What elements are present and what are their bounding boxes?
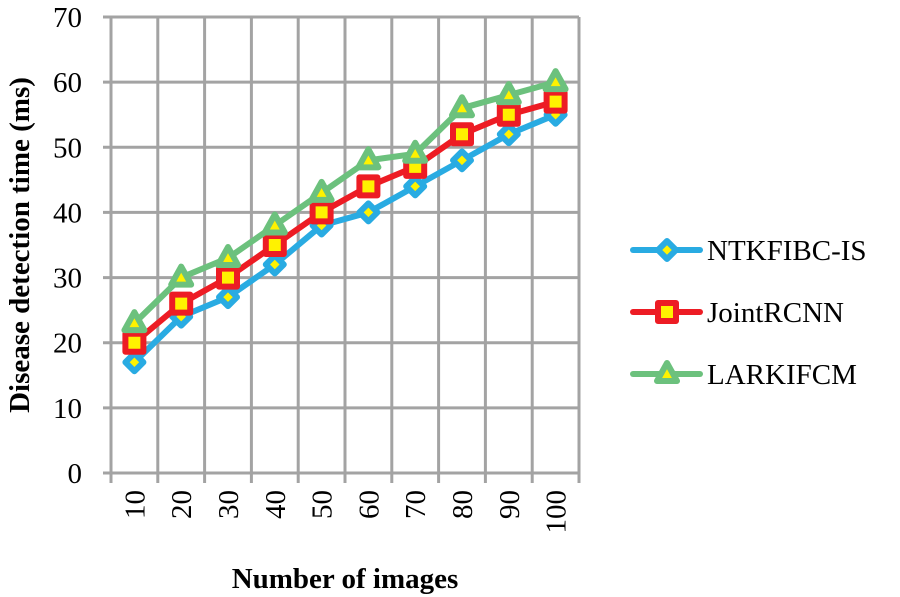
square-marker-icon: [450, 122, 474, 147]
square-marker-icon: [122, 330, 147, 355]
series-line: [131, 79, 559, 327]
x-tick-label: 70: [400, 490, 432, 519]
diamond-marker-icon: [450, 148, 474, 173]
square-marker-icon: [309, 200, 334, 225]
legend-item: LARKIFCM: [630, 359, 857, 391]
diamond-marker-icon: [122, 350, 147, 375]
x-tick-label: 100: [541, 490, 573, 534]
square-marker-icon: [216, 265, 240, 290]
y-tick-label: 0: [68, 458, 83, 490]
diamond-marker-icon: [655, 238, 679, 262]
x-tick-label: 30: [213, 490, 245, 519]
legend-item: NTKFIBC-IS: [630, 235, 867, 267]
y-axis-title: Disease detection time (ms): [4, 77, 36, 413]
triangle-marker-icon: [355, 146, 382, 171]
data-series: [121, 68, 569, 375]
x-tick-label: 90: [494, 490, 526, 519]
x-tick-label: 20: [166, 490, 198, 519]
x-tick-label: 40: [260, 490, 292, 519]
square-marker-icon: [543, 89, 568, 114]
x-tick-label: 60: [353, 490, 385, 519]
y-tick-label: 40: [53, 197, 82, 229]
legend-item: JointRCNN: [630, 297, 844, 329]
legend: NTKFIBC-IS JointRCNN LARKIFCM: [630, 235, 867, 391]
legend-label: LARKIFCM: [707, 359, 857, 391]
y-tick-label: 70: [53, 2, 82, 34]
square-marker-icon: [356, 174, 381, 199]
series-jointrcnn: [122, 89, 568, 355]
legend-label: JointRCNN: [707, 297, 844, 329]
triangle-marker-icon: [121, 309, 148, 334]
y-axis-ticks: 0 10 20 30 40 50 60 70: [53, 2, 82, 490]
y-tick-label: 60: [53, 67, 82, 99]
y-tick-label: 10: [53, 393, 82, 425]
series-larkifcm: [121, 68, 569, 334]
triangle-marker-icon: [449, 94, 475, 119]
diamond-marker-icon: [216, 285, 240, 310]
x-axis-ticks: 10 20 30 40 50 60 70 80 90 100: [119, 490, 572, 534]
triangle-marker-icon: [495, 81, 522, 106]
triangle-marker-icon: [542, 68, 569, 93]
y-tick-label: 20: [53, 328, 82, 360]
diamond-marker-icon: [403, 174, 428, 199]
y-tick-label: 30: [53, 263, 82, 295]
legend-label: NTKFIBC-IS: [707, 235, 867, 267]
grid-lines: [103, 15, 581, 483]
triangle-marker-icon: [261, 211, 288, 236]
x-tick-label: 80: [447, 490, 479, 519]
triangle-marker-icon: [654, 360, 680, 384]
diamond-marker-icon: [496, 122, 521, 147]
diamond-marker-icon: [356, 200, 381, 225]
triangle-marker-icon: [402, 139, 429, 164]
diamond-marker-icon: [262, 252, 287, 277]
x-axis-title: Number of images: [232, 563, 459, 595]
triangle-marker-icon: [168, 263, 195, 288]
series-line: [131, 111, 559, 366]
y-tick-label: 50: [53, 132, 82, 164]
series-line: [131, 98, 559, 346]
triangle-marker-icon: [308, 178, 335, 203]
x-tick-label: 50: [307, 490, 339, 519]
square-marker-icon: [169, 291, 194, 316]
square-marker-icon: [496, 102, 521, 127]
x-tick-label: 10: [119, 490, 151, 519]
square-marker-icon: [262, 233, 287, 257]
square-marker-icon: [655, 300, 679, 324]
triangle-marker-icon: [215, 244, 241, 269]
